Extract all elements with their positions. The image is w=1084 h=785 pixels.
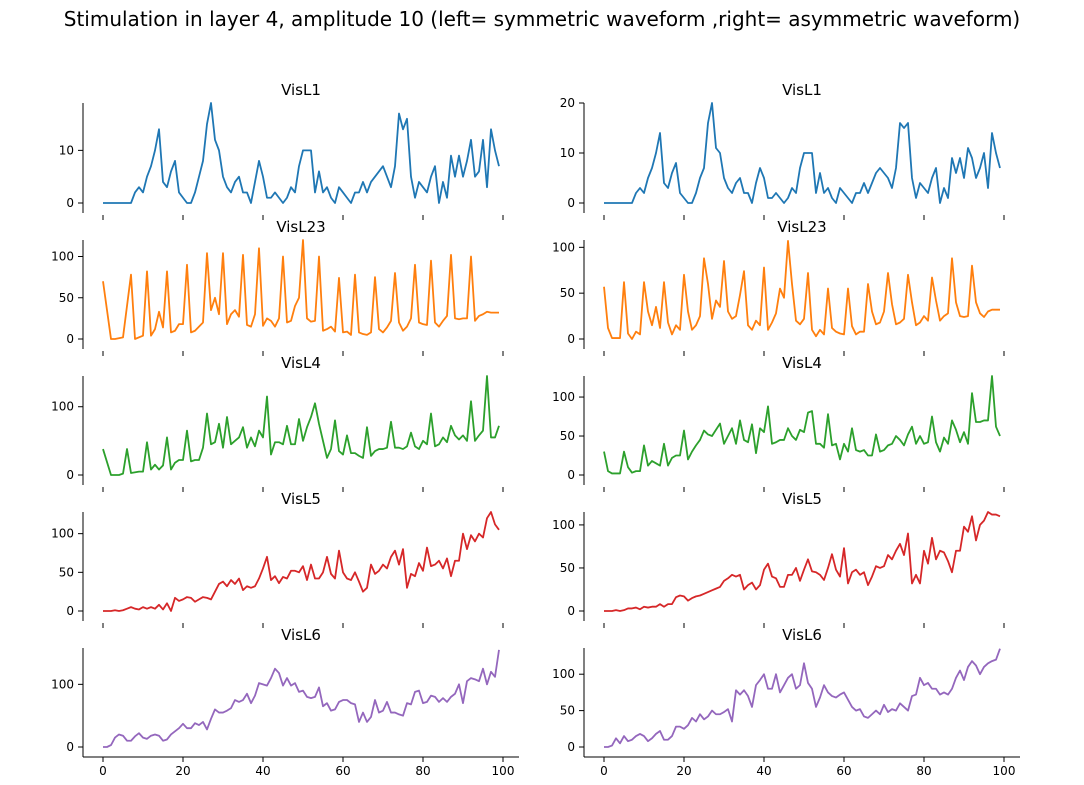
subplot-visl23-right: VisL23 0 50 100 [552, 218, 1005, 356]
y-tick-label: 0 [66, 468, 74, 482]
y-tick-label: 100 [51, 250, 74, 264]
x-tick-label: 0 [600, 764, 608, 778]
subplot-visl5-left: VisL5 0 50 100 [51, 490, 504, 628]
y-tick-label: 100 [552, 518, 575, 532]
y-tick-label: 0 [66, 196, 74, 210]
subplot-title: VisL23 [276, 218, 325, 236]
y-tick-label: 0 [567, 196, 575, 210]
subplot-title: VisL1 [281, 81, 321, 99]
y-tick-label: 50 [560, 429, 575, 443]
subplot-title: VisL5 [782, 490, 822, 508]
subplot-visl1-right: VisL1 0 10 20 [560, 81, 1005, 220]
x-tick-label: 40 [756, 764, 771, 778]
x-tick-label: 40 [255, 764, 270, 778]
y-tick-label: 0 [567, 740, 575, 754]
y-tick-label: 100 [552, 240, 575, 254]
subplot-visl6-right: VisL6 0 20 40 60 80 100 0 50 100 [552, 626, 1020, 778]
x-tick-label: 100 [993, 764, 1016, 778]
y-tick-label: 20 [560, 96, 575, 110]
x-tick-label: 0 [99, 764, 107, 778]
series-line-visl4 [603, 375, 1001, 475]
figure-title: Stimulation in layer 4, amplitude 10 (le… [63, 7, 1021, 31]
subplot-title: VisL4 [782, 354, 822, 372]
series-line-visl6 [103, 649, 500, 748]
y-tick-label: 50 [59, 565, 74, 579]
series-line-visl6 [604, 648, 1001, 748]
x-tick-label: 80 [415, 764, 430, 778]
series-line-visl4 [102, 375, 500, 476]
subplot-title: VisL6 [281, 626, 321, 644]
y-tick-label: 50 [560, 704, 575, 718]
subplot-title: VisL1 [782, 81, 822, 99]
x-tick-label: 60 [836, 764, 851, 778]
series-line-visl1 [103, 102, 500, 204]
y-tick-label: 100 [51, 677, 74, 691]
subplot-title: VisL5 [281, 490, 321, 508]
y-tick-label: 100 [51, 527, 74, 541]
x-tick-label: 60 [335, 764, 350, 778]
series-line-visl5 [604, 511, 1001, 612]
subplot-visl4-right: VisL4 0 50 100 [552, 354, 1005, 492]
y-tick-label: 100 [552, 390, 575, 404]
y-tick-label: 100 [552, 667, 575, 681]
y-tick-label: 0 [567, 332, 575, 346]
y-tick-label: 0 [66, 740, 74, 754]
x-tick-label: 20 [676, 764, 691, 778]
series-line-visl23 [603, 240, 1000, 340]
subplot-title: VisL6 [782, 626, 822, 644]
subplot-visl4-left: VisL4 0 100 [51, 354, 504, 492]
y-tick-label: 50 [560, 561, 575, 575]
subplot-visl23-left: VisL23 0 50 100 [51, 218, 504, 356]
subplot-visl6-left: VisL6 0 20 40 60 80 100 0 100 [51, 626, 519, 778]
x-tick-label: 100 [492, 764, 515, 778]
subplot-visl5-right: VisL5 0 50 100 [552, 490, 1005, 628]
y-tick-label: 50 [560, 286, 575, 300]
y-tick-label: 0 [66, 604, 74, 618]
y-tick-label: 10 [59, 143, 74, 157]
x-tick-label: 20 [175, 764, 190, 778]
subplot-visl1-left: VisL1 0 10 [59, 81, 504, 220]
y-tick-label: 100 [51, 400, 74, 414]
series-line-visl1 [604, 102, 1001, 204]
y-tick-label: 10 [560, 146, 575, 160]
y-tick-label: 0 [567, 604, 575, 618]
y-tick-label: 50 [59, 291, 74, 305]
x-tick-label: 80 [916, 764, 931, 778]
subplot-title: VisL23 [777, 218, 826, 236]
series-line-visl5 [103, 511, 500, 612]
series-line-visl23 [102, 239, 499, 340]
y-tick-label: 0 [567, 468, 575, 482]
subplot-title: VisL4 [281, 354, 321, 372]
y-tick-label: 0 [66, 332, 74, 346]
